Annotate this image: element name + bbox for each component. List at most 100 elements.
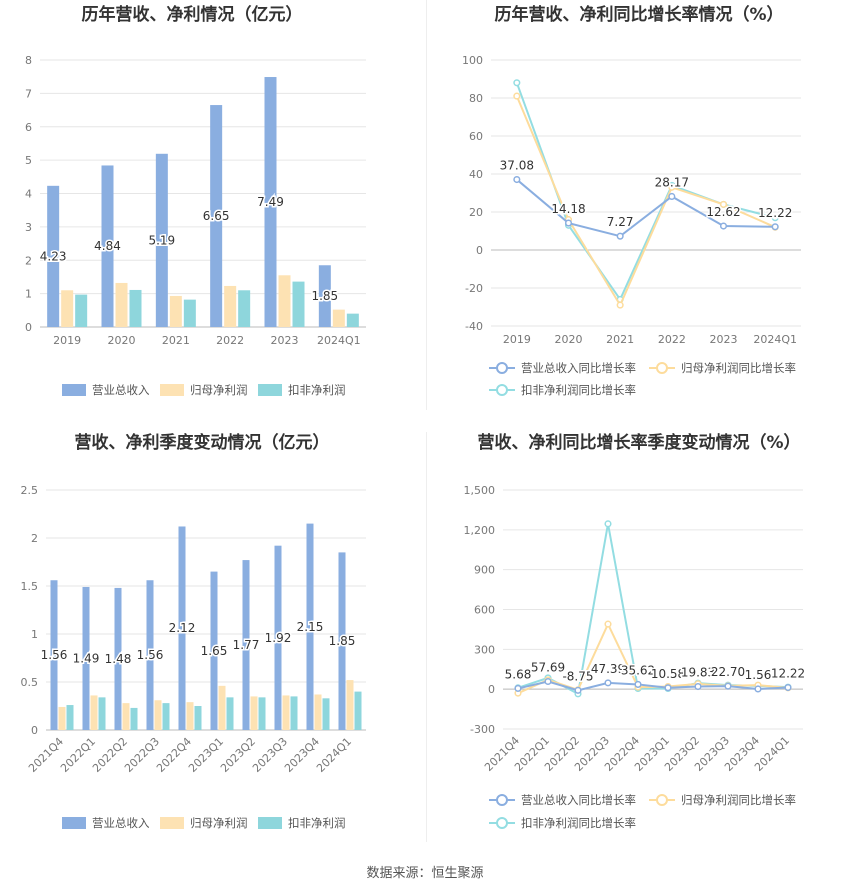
bar-revenue: [210, 105, 223, 328]
bar-deducted-profit: [162, 703, 170, 730]
chart-title: 历年营收、净利同比增长率情况（%）: [494, 4, 783, 25]
legend-swatch: [258, 384, 282, 396]
data-label: 1.56: [745, 668, 772, 682]
series-line-0: [517, 680, 789, 692]
y-tick-label: 1,200: [464, 524, 496, 537]
legend-swatch: [258, 817, 282, 829]
chart-quarterly-revenue-profit: 营收、净利季度变动情况（亿元）00.511.522.52021Q41.56202…: [21, 432, 366, 830]
bar-deducted-profit: [66, 705, 74, 730]
legend-label: 归母净利润同比增长率: [681, 361, 796, 375]
data-point: [754, 685, 762, 693]
legend-label: 扣非净利润: [288, 383, 346, 397]
legend-label: 营业总收入同比增长率: [521, 793, 636, 807]
data-label: 1.48: [105, 652, 132, 666]
y-tick-label: 2: [31, 532, 38, 545]
bar-deducted-profit: [290, 696, 298, 730]
data-label: 4.84: [94, 239, 121, 253]
data-label: 12.62: [706, 205, 740, 219]
y-tick-label: 100: [462, 54, 483, 67]
x-tick-label: 2020: [555, 333, 583, 346]
legend-swatch: [160, 817, 184, 829]
divider: [426, 432, 427, 842]
bar-net-profit: [122, 703, 130, 730]
bar-deducted-profit: [129, 289, 142, 327]
data-point: [574, 686, 582, 694]
data-label: 57.69: [531, 661, 565, 675]
bar-deducted-profit: [292, 281, 305, 327]
legend-marker: [496, 362, 508, 374]
x-tick-label: 2021: [606, 333, 634, 346]
legend-label: 营业总收入: [92, 383, 150, 397]
bar-revenue: [82, 586, 90, 730]
x-tick-label: 2024Q1: [314, 735, 354, 775]
data-label: 7.27: [607, 215, 634, 229]
bar-revenue: [114, 587, 122, 730]
y-tick-label: 0: [31, 724, 38, 737]
x-tick-label: 2024Q1: [317, 334, 361, 347]
y-tick-label: 4: [25, 188, 32, 201]
data-label: 4.23: [40, 249, 67, 263]
chart-annual-growth-rate: 历年营收、净利同比增长率情况（%） -40 -20 0 20 40 60 80 100 2019 2…: [462, 4, 801, 397]
data-label: 5.68: [505, 667, 532, 681]
legend-label: 扣非净利润: [288, 816, 346, 830]
x-tick-label: 2019: [503, 333, 531, 346]
y-tick-label: 0: [488, 683, 495, 696]
bar-net-profit: [154, 700, 162, 730]
y-tick-label: 6: [25, 121, 32, 134]
bar-net-profit: [224, 285, 237, 327]
data-label: -8.75: [562, 669, 593, 683]
bar-deducted-profit: [226, 697, 234, 730]
y-tick-label: 1: [25, 288, 32, 301]
legend-label: 归母净利润: [190, 383, 248, 397]
bar-revenue: [210, 571, 218, 730]
data-point: [668, 192, 676, 201]
data-point: [771, 214, 779, 222]
data-point: [513, 92, 521, 100]
legend-label: 归母净利润: [190, 816, 248, 830]
data-point: [513, 175, 521, 184]
y-tick-label: 0: [476, 244, 483, 257]
data-label: 28.17: [655, 175, 689, 189]
data-point: [604, 520, 612, 528]
bar-deducted-profit: [322, 698, 330, 730]
legend-swatch: [62, 384, 86, 396]
bar-revenue: [264, 77, 277, 328]
chart-title: 历年营收、净利情况（亿元）: [82, 4, 303, 25]
data-label: 1.85: [329, 634, 356, 648]
y-tick-label: 40: [469, 168, 483, 181]
bar-deducted-profit: [238, 290, 251, 327]
y-tick-label: 20: [469, 206, 483, 219]
y-tick-label: 60: [469, 130, 483, 143]
data-point: [724, 682, 732, 690]
y-tick-label: 900: [474, 564, 495, 577]
legend-label: 扣非净利润同比增长率: [521, 383, 636, 397]
legend-label: 营业总收入同比增长率: [521, 361, 636, 375]
data-point: [514, 684, 522, 692]
bar-deducted-profit: [346, 313, 359, 327]
series-line-1: [517, 621, 789, 695]
y-tick-label: 0.5: [21, 676, 39, 689]
bar-revenue: [242, 560, 250, 730]
bar-net-profit: [186, 702, 194, 730]
data-label: 6.65: [203, 209, 230, 223]
bar-net-profit: [282, 695, 290, 730]
data-point: [616, 232, 624, 240]
data-label: 10.58: [651, 667, 685, 681]
data-label: 1.56: [41, 648, 68, 662]
data-point: [634, 680, 642, 688]
bar-revenue: [50, 580, 58, 730]
y-tick-label: 3: [25, 221, 32, 234]
legend-label: 营业总收入: [92, 816, 150, 830]
data-point: [719, 200, 728, 208]
bar-net-profit: [218, 685, 226, 730]
bar-net-profit: [58, 706, 66, 730]
bar-net-profit: [115, 282, 128, 327]
legend-marker: [656, 794, 668, 806]
series-line-0: [516, 178, 776, 238]
data-point: [564, 219, 573, 227]
data-point: [719, 222, 728, 230]
bar-revenue: [155, 153, 168, 327]
y-tick-label: 8: [25, 54, 32, 67]
x-tick-label: 2022: [216, 334, 244, 347]
data-point: [664, 684, 672, 692]
